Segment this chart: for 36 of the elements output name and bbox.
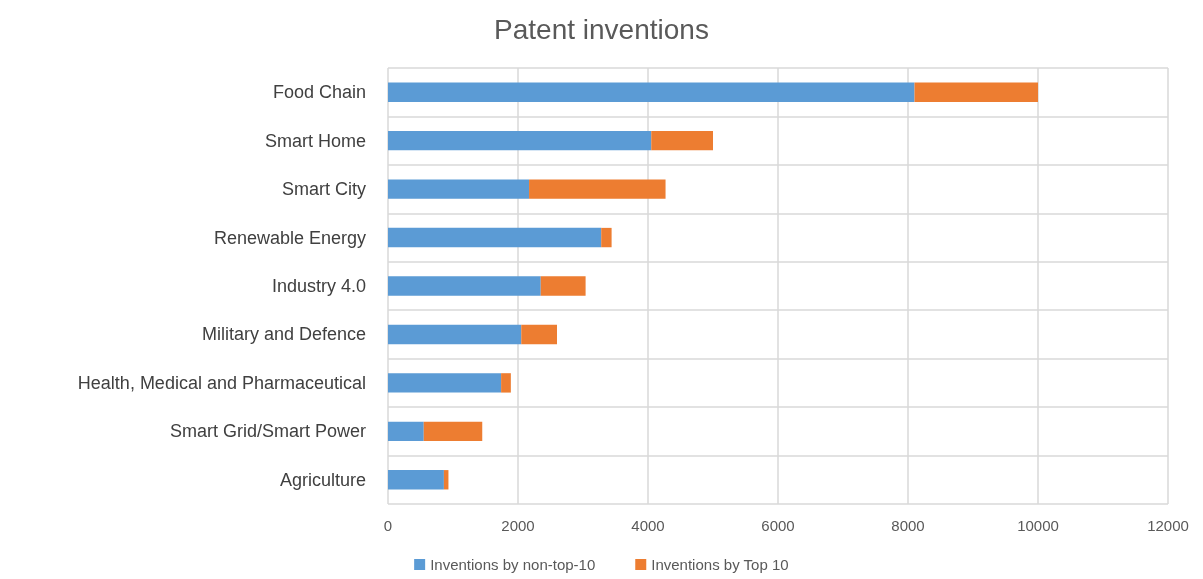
x-tick-label: 4000 xyxy=(631,517,665,534)
y-tick-label: Health, Medical and Pharmaceutical xyxy=(77,372,366,393)
y-tick-label: Agriculture xyxy=(279,469,366,490)
bar xyxy=(529,179,666,199)
bar xyxy=(388,130,652,151)
bar xyxy=(388,82,915,102)
x-tick-label: 0 xyxy=(383,517,393,534)
y-tick-label: Food Chain xyxy=(272,82,366,103)
x-tick-label: 10000 xyxy=(1017,517,1059,534)
bar xyxy=(423,421,483,442)
y-tick-label: Military and Defence xyxy=(201,324,366,345)
bar xyxy=(651,130,713,151)
y-tick-label: Renewable Energy xyxy=(213,227,366,248)
x-tick-label: 2000 xyxy=(501,517,535,534)
bar xyxy=(388,373,502,393)
bar xyxy=(388,324,522,345)
bar xyxy=(914,82,1038,102)
y-tick-label: Smart Grid/Smart Power xyxy=(169,421,366,442)
bar xyxy=(540,276,586,296)
bar xyxy=(601,227,612,248)
x-tick-label: 8000 xyxy=(891,517,925,534)
bar xyxy=(501,373,511,393)
y-tick-label: Smart Home xyxy=(264,130,366,151)
legend-label: Inventions by Top 10 xyxy=(651,556,789,573)
y-tick-label: Smart City xyxy=(281,179,366,200)
bar xyxy=(388,276,541,296)
bar xyxy=(388,470,444,490)
x-tick-label: 6000 xyxy=(761,517,795,534)
bar xyxy=(388,421,424,442)
bar xyxy=(521,324,557,345)
y-tick-label: Industry 4.0 xyxy=(271,276,366,296)
chart-title: Patent inventions xyxy=(494,13,709,45)
bar xyxy=(388,179,530,199)
x-tick-label: 12000 xyxy=(1147,517,1189,534)
legend-label: Inventions by non-top-10 xyxy=(430,556,596,573)
bar xyxy=(388,227,602,248)
